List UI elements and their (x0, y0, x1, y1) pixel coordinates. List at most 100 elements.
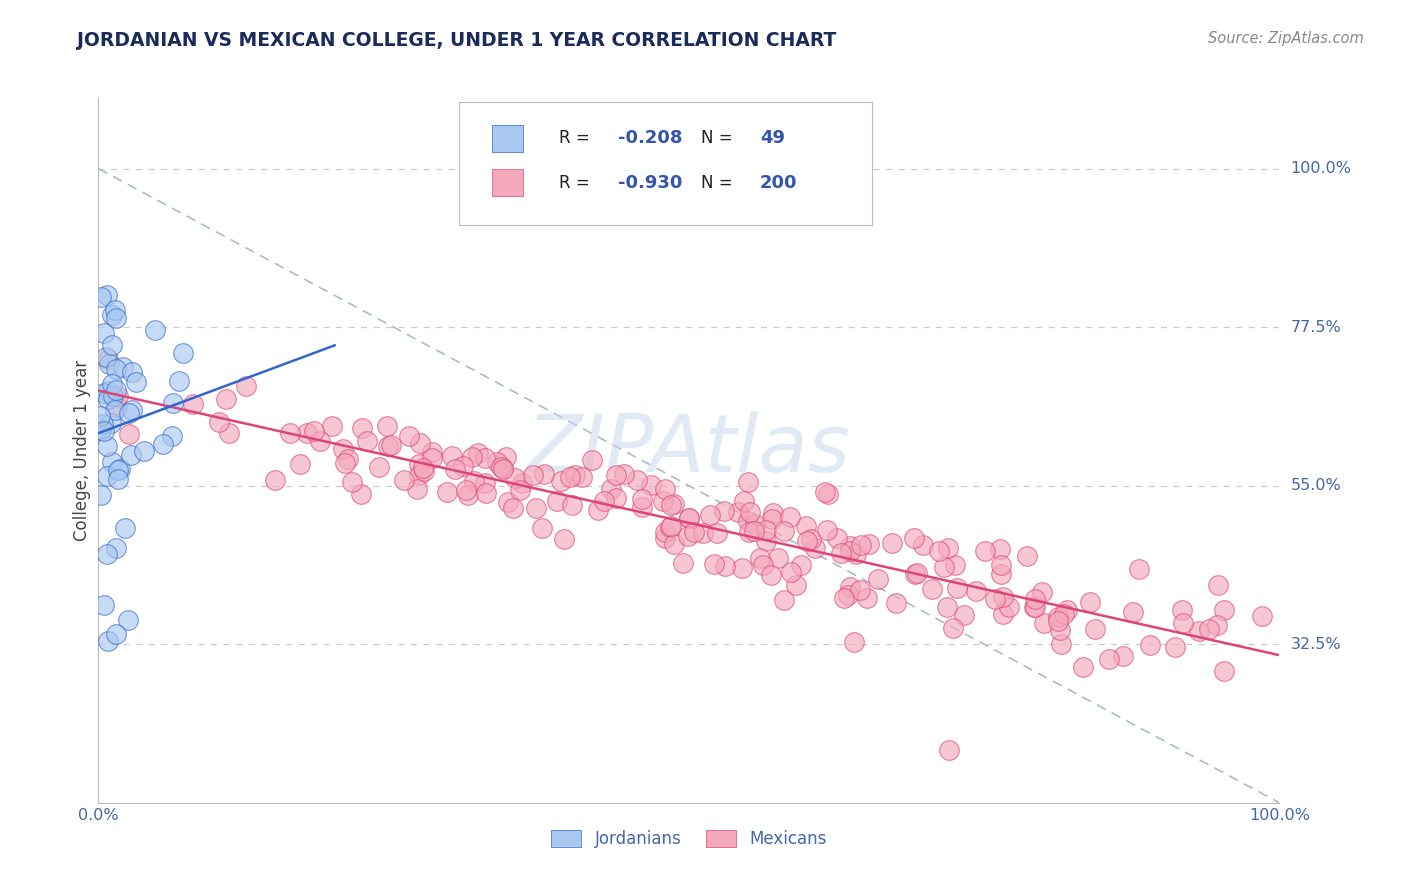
Point (946, 582, 969, 596)
Point (990, 558, 1012, 572)
Point (104, 362, 127, 376)
Point (1053, 607, 1076, 622)
Point (988, 542, 1011, 557)
Point (1024, 600, 1046, 615)
Point (162, 428, 184, 442)
Point (208, 415, 231, 429)
Point (436, 485, 458, 500)
Point (815, 524, 838, 538)
Point (880, 535, 903, 549)
Point (553, 532, 575, 546)
Point (991, 591, 1014, 605)
Point (356, 434, 378, 449)
Point (117, 426, 139, 441)
Point (659, 519, 682, 533)
Point (350, 420, 373, 434)
Point (495, 450, 517, 465)
Point (626, 473, 648, 487)
Point (662, 497, 685, 511)
Text: 32.5%: 32.5% (1291, 637, 1341, 652)
Point (1031, 585, 1053, 599)
Point (600, 483, 623, 497)
Point (97, 633, 120, 648)
Point (546, 494, 568, 508)
Point (118, 406, 141, 420)
Point (713, 504, 735, 518)
Point (143, 323, 166, 337)
Point (678, 511, 700, 525)
Point (235, 379, 257, 393)
Point (107, 389, 129, 403)
Point (91, 417, 114, 432)
Point (454, 483, 477, 497)
Point (755, 523, 778, 537)
Text: -0.208: -0.208 (619, 129, 682, 147)
Point (332, 442, 354, 456)
Point (93, 424, 115, 438)
Point (560, 470, 582, 484)
Point (342, 475, 364, 489)
Point (96, 439, 118, 453)
Point (928, 544, 950, 558)
Point (412, 461, 434, 475)
Point (104, 541, 127, 555)
Point (461, 450, 484, 464)
Point (1171, 603, 1194, 617)
Text: ZIPAtlas: ZIPAtlas (527, 411, 851, 490)
Point (984, 591, 1007, 606)
Point (297, 425, 319, 440)
Point (451, 458, 474, 473)
Text: R =: R = (560, 129, 595, 147)
Point (659, 498, 682, 512)
Point (706, 525, 728, 540)
Point (413, 465, 436, 479)
Point (124, 375, 146, 389)
Point (162, 396, 184, 410)
Text: -0.930: -0.930 (619, 174, 682, 192)
Point (564, 468, 586, 483)
Point (309, 434, 332, 448)
Text: N =: N = (700, 129, 738, 147)
Point (849, 538, 872, 552)
Point (1139, 638, 1161, 652)
Point (408, 468, 430, 483)
Point (496, 495, 519, 509)
Point (654, 531, 676, 545)
Point (804, 541, 827, 556)
Point (121, 402, 143, 417)
Point (1173, 615, 1195, 630)
Point (1033, 616, 1056, 631)
Point (97, 384, 120, 398)
Point (181, 397, 204, 411)
Point (96, 288, 118, 302)
Point (938, 743, 960, 757)
Point (903, 531, 925, 545)
Point (934, 560, 956, 574)
Point (800, 532, 823, 546)
Point (90, 290, 112, 304)
Point (751, 558, 773, 572)
Point (93, 326, 115, 340)
Point (676, 528, 699, 542)
Point (1056, 602, 1078, 616)
Point (942, 621, 965, 635)
Point (93, 385, 115, 400)
Point (737, 475, 759, 490)
Point (785, 578, 807, 592)
Point (1128, 562, 1150, 576)
Point (1046, 609, 1069, 624)
Point (1084, 622, 1107, 636)
Point (104, 383, 127, 397)
Point (524, 500, 547, 515)
Point (868, 572, 890, 586)
Point (1164, 640, 1187, 654)
Point (817, 487, 839, 501)
Text: Source: ZipAtlas.com: Source: ZipAtlas.com (1208, 31, 1364, 46)
Point (990, 566, 1012, 581)
Point (486, 455, 509, 469)
Point (1017, 549, 1039, 563)
Point (837, 588, 859, 602)
Text: 77.5%: 77.5% (1291, 319, 1341, 334)
Text: N =: N = (700, 174, 738, 192)
Point (838, 544, 860, 558)
